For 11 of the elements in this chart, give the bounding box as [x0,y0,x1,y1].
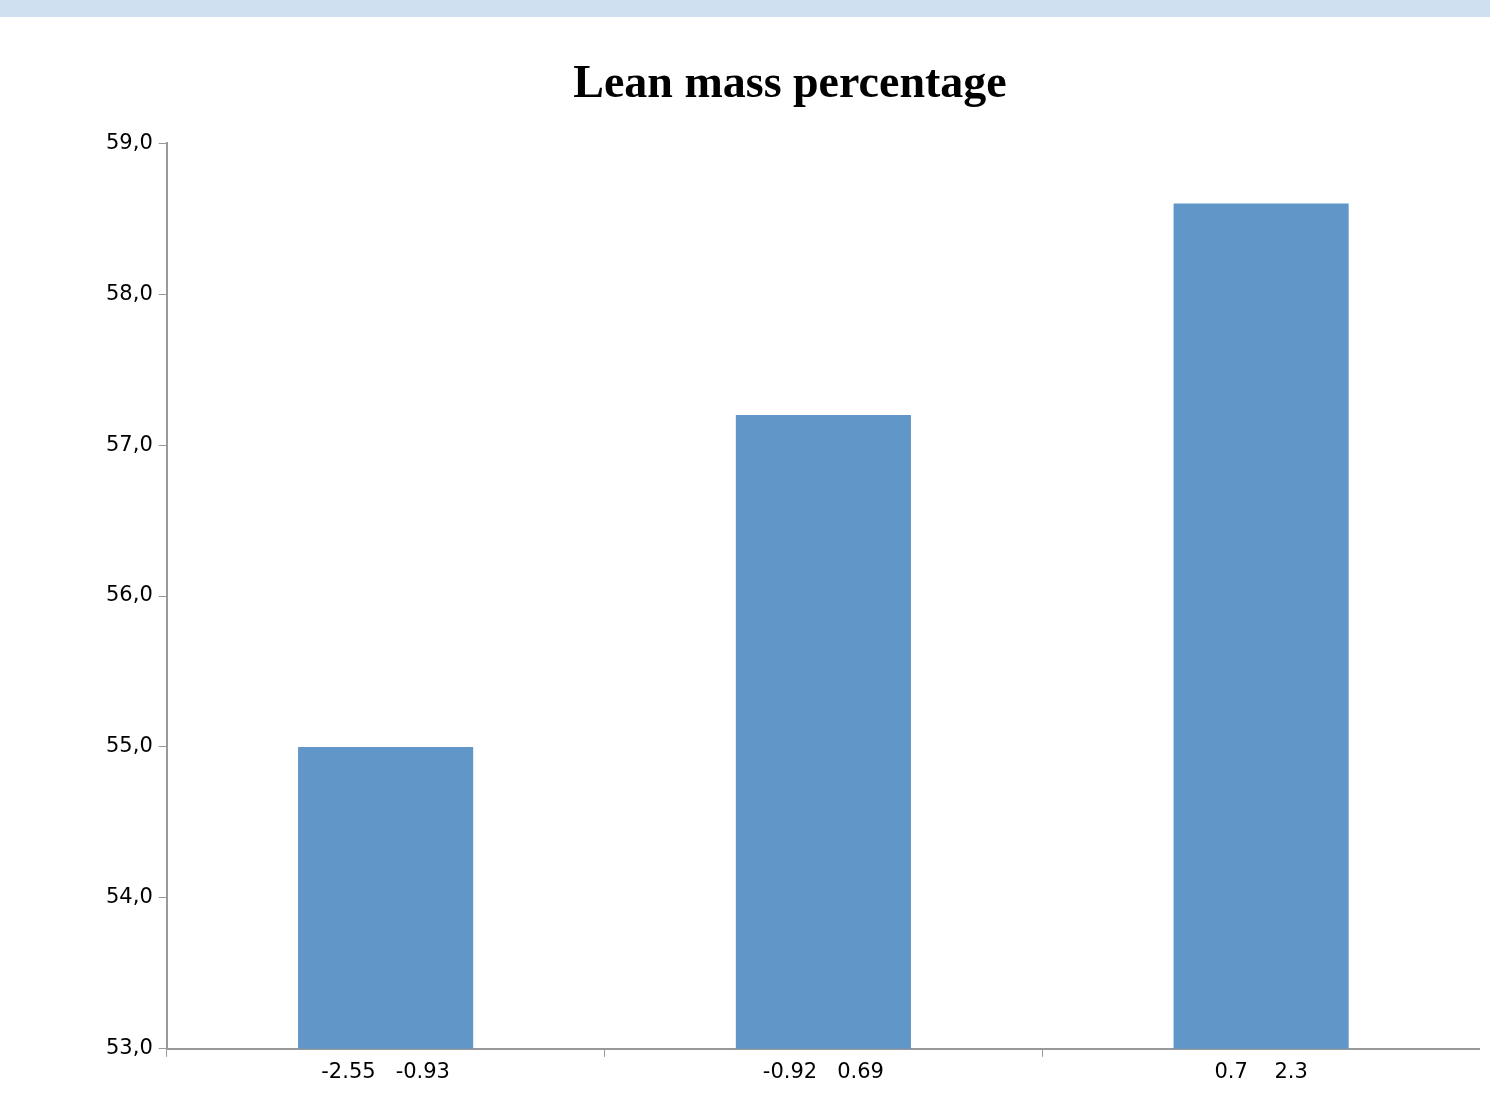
y-tick-label: 59,0 [105,129,153,154]
x-tick-label: -0.92 0.69 [762,1058,884,1083]
y-tick-label: 56,0 [105,582,153,607]
x-tick-label: -2.55 -0.93 [321,1058,450,1083]
y-tick-label: 53,0 [105,1035,153,1060]
chart-title: Lean mass percentage [573,56,1007,108]
y-tick-label: 57,0 [105,431,153,456]
y-tick-label: 55,0 [105,733,153,758]
y-tick-label: 58,0 [105,280,153,305]
y-tick-label: 54,0 [105,884,153,909]
x-tick-label: 0.7 2.3 [1214,1058,1308,1083]
